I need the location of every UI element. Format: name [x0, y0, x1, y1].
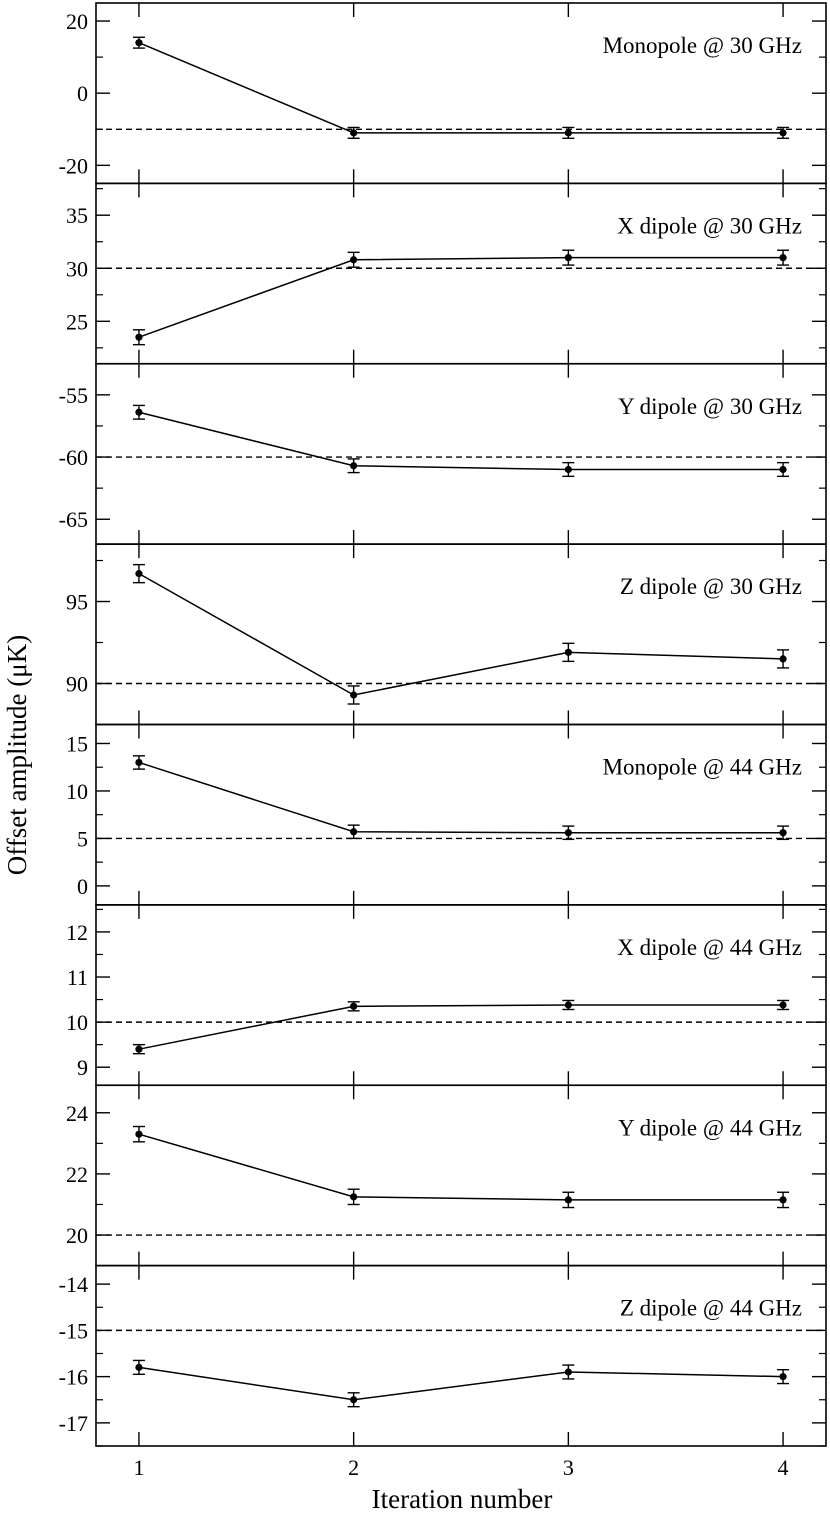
- y-tick-label: 15: [66, 731, 88, 756]
- data-point: [350, 129, 358, 137]
- data-point: [564, 465, 572, 474]
- panel-6: 12 11 10 9 X dipole @ 44 GHz: [66, 904, 827, 1087]
- y-tick-label: 90: [66, 672, 88, 697]
- data-point: [564, 829, 572, 837]
- panel-frame: [95, 1264, 827, 1447]
- data-point: [564, 648, 572, 656]
- data-point: [779, 465, 787, 474]
- data-point: [135, 1045, 143, 1053]
- y-tick-label: 22: [66, 1162, 88, 1187]
- y-tick-label: -16: [59, 1365, 88, 1390]
- data-point: [350, 462, 358, 470]
- panels-group: 20 0 -20 Monopole @ 30 GHz 35 30 25 X dipole @ …: [59, 2, 827, 1447]
- panel-label: Z dipole @ 44 GHz: [620, 1296, 802, 1321]
- y-tick-label: 11: [67, 965, 88, 990]
- data-point: [350, 1193, 358, 1201]
- panel-4: 95 90 Z dipole @ 30 GHz: [66, 543, 827, 726]
- panel-frame: [95, 182, 827, 365]
- series-line: [138, 411, 784, 471]
- data-point: [779, 1196, 787, 1204]
- panel-5: 15 10 5 0 Monopole @ 44 GHz: [66, 723, 827, 906]
- data-point: [350, 691, 358, 699]
- y-tick-label: -55: [59, 383, 88, 408]
- data-point: [779, 1001, 787, 1009]
- panel-2: 35 30 25 X dipole @ 30 GHz: [66, 182, 827, 365]
- y-tick-label: 10: [66, 779, 88, 804]
- y-tick-label: 0: [77, 81, 88, 106]
- panel-3: -55 -60 -65 Y dipole @ 30 GHz: [59, 362, 827, 545]
- y-tick-label: 30: [66, 256, 88, 281]
- y-tick-label: 20: [66, 1223, 88, 1248]
- y-tick-label: 35: [66, 203, 88, 228]
- y-axis-title: Offset amplitude (μK): [2, 635, 32, 875]
- data-point: [350, 1396, 358, 1404]
- series-line: [138, 572, 784, 696]
- data-point: [135, 758, 143, 767]
- y-tick-label: -60: [59, 445, 88, 470]
- panel-label: Monopole @ 30 GHz: [603, 33, 802, 58]
- data-point: [135, 570, 143, 578]
- data-point: [135, 333, 143, 341]
- data-point: [350, 828, 358, 836]
- data-point: [564, 1368, 572, 1376]
- data-point: [350, 256, 358, 264]
- data-point: [564, 1196, 572, 1204]
- y-tick-label: 12: [66, 920, 88, 945]
- panel-label: X dipole @ 30 GHz: [617, 213, 802, 238]
- series-line: [138, 761, 784, 834]
- y-tick-label: 24: [66, 1101, 88, 1126]
- panel-label: Y dipole @ 44 GHz: [618, 1115, 802, 1140]
- data-point: [135, 1130, 143, 1138]
- panel-label: X dipole @ 44 GHz: [617, 935, 802, 960]
- y-tick-label: -15: [59, 1318, 88, 1343]
- x-tick-label: 3: [563, 1455, 574, 1480]
- y-tick-label: 20: [66, 9, 88, 34]
- panel-label: Y dipole @ 30 GHz: [618, 394, 802, 419]
- panel-frame: [95, 2, 827, 185]
- panel-8: -14 -15 -16 -17 Z dipole @ 44 GHz: [59, 1264, 827, 1447]
- panel-frame: [95, 362, 827, 545]
- series-line: [138, 41, 784, 134]
- data-point: [779, 254, 787, 262]
- data-point: [135, 408, 143, 416]
- x-tick-label: 1: [133, 1455, 144, 1480]
- series-line: [138, 256, 784, 338]
- series-line: [138, 1133, 784, 1201]
- panel-label: Monopole @ 44 GHz: [603, 755, 802, 780]
- y-tick-label: 10: [66, 1010, 88, 1035]
- series-line: [138, 1004, 784, 1050]
- data-point: [564, 129, 572, 137]
- y-tick-label: -20: [59, 153, 88, 178]
- panel-1: 20 0 -20 Monopole @ 30 GHz: [59, 2, 827, 185]
- data-point: [135, 39, 143, 47]
- series-line: [138, 1366, 784, 1401]
- panel-frame: [95, 1084, 827, 1267]
- y-tick-label: 0: [77, 874, 88, 899]
- data-point: [779, 829, 787, 837]
- data-point: [350, 1002, 358, 1010]
- panel-frame: [95, 723, 827, 906]
- data-point: [564, 1001, 572, 1009]
- x-axis-title: Iteration number: [372, 1484, 553, 1513]
- y-tick-label: -17: [59, 1411, 88, 1436]
- data-point: [135, 1363, 143, 1371]
- x-tick-label: 2: [348, 1455, 359, 1480]
- panel-7: 24 22 20 Y dipole @ 44 GHz: [66, 1084, 827, 1267]
- panel-frame: [95, 904, 827, 1087]
- panel-label: Z dipole @ 30 GHz: [620, 574, 802, 599]
- x-axis: 1 2 3 4: [133, 1455, 788, 1480]
- y-tick-label: 25: [66, 309, 88, 334]
- y-tick-label: 95: [66, 590, 88, 615]
- y-tick-label: -65: [59, 507, 88, 532]
- data-point: [779, 655, 787, 663]
- panel-frame: [95, 543, 827, 726]
- y-tick-label: 9: [77, 1055, 88, 1080]
- y-tick-label: -14: [59, 1272, 88, 1297]
- data-point: [564, 254, 572, 262]
- y-tick-label: 5: [77, 826, 88, 851]
- x-tick-label: 4: [778, 1455, 789, 1480]
- data-point: [779, 1373, 787, 1381]
- data-point: [779, 129, 787, 137]
